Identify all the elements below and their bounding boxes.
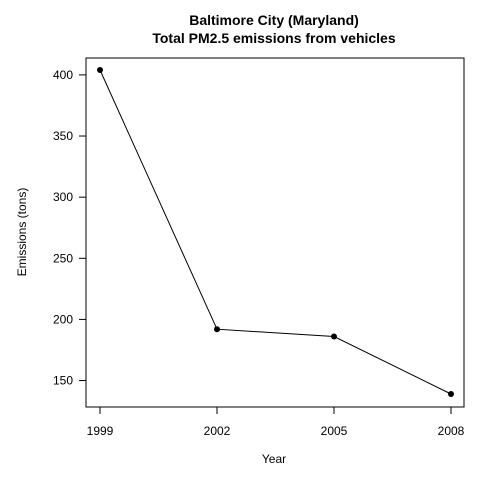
y-tick-label: 250 [53, 251, 73, 265]
series-line [99, 69, 452, 395]
x-tick-label: 2008 [438, 424, 465, 438]
data-point [214, 326, 220, 333]
x-tick-label: 2002 [204, 424, 231, 438]
data-point [448, 391, 454, 397]
y-tick-label: 150 [53, 374, 73, 388]
x-tick-label: 1999 [87, 424, 114, 438]
y-tick-label: 350 [53, 129, 73, 143]
chart-title: Baltimore City (Maryland) [189, 12, 359, 28]
data-point [331, 333, 337, 340]
y-tick-label: 200 [53, 312, 73, 326]
x-axis-label: Year [262, 452, 286, 466]
x-axis: 1999 2002 2005 2008 [87, 406, 465, 438]
y-axis: 150 200 250 300 350 400 [53, 68, 87, 388]
chart-subtitle: Total PM2.5 emissions from vehicles [152, 30, 395, 46]
plot-frame [85, 57, 465, 408]
y-axis-label: Emissions (tons) [15, 188, 29, 277]
data-point [97, 67, 103, 73]
y-tick-label: 400 [53, 68, 73, 82]
x-tick-label: 2005 [321, 424, 348, 438]
series-emissions [97, 67, 454, 397]
y-tick-label: 300 [53, 190, 73, 204]
